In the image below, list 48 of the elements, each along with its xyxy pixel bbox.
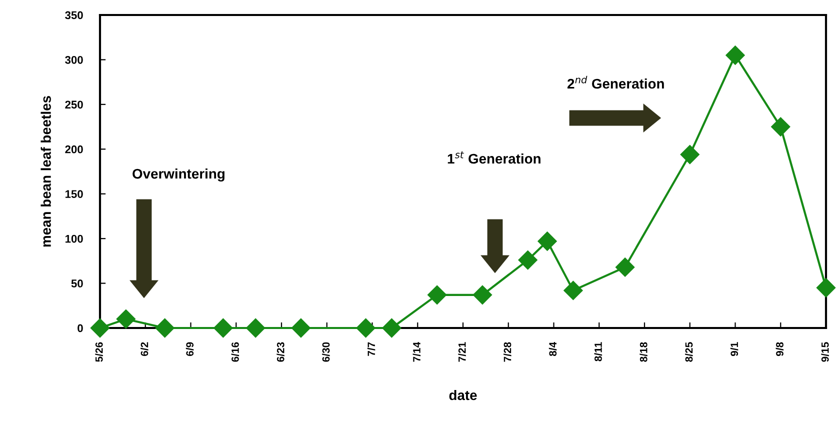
annotation: 2$^{nd}$ Generation (567, 76, 664, 89)
x-tick-label: 6/9 (186, 342, 194, 356)
point (90, 318, 110, 338)
x-tick-label: 8/25 (685, 342, 693, 362)
x-tick-label: 7/21 (458, 342, 466, 362)
point (816, 278, 836, 298)
x-tick-label: 6/30 (322, 342, 330, 362)
y-tick-label: 50 (71, 280, 83, 288)
point (771, 117, 790, 136)
y-tick-label: 0 (78, 324, 83, 332)
annotation: Overwintering (132, 168, 224, 182)
point (680, 144, 700, 164)
point (538, 232, 557, 251)
point (214, 318, 233, 338)
point (382, 318, 402, 338)
x-tick-label: 6/23 (276, 342, 284, 362)
x-axis-title: date (449, 390, 477, 400)
x-tick-label: 7/28 (504, 342, 512, 362)
x-tick-label: 8/18 (640, 342, 648, 362)
y-axis-title: mean bean leaf beetles (40, 96, 51, 247)
point (155, 318, 174, 338)
point (246, 318, 266, 338)
y-tick-label: 250 (65, 100, 83, 109)
y-tick-label: 150 (65, 190, 83, 198)
point (356, 318, 376, 338)
y-tick-label: 350 (65, 11, 83, 20)
point (564, 280, 583, 300)
annotation: 1$^{st}$ Generation (448, 151, 540, 164)
y-tick-label: 200 (65, 145, 83, 154)
x-tick-label: 8/4 (548, 342, 557, 356)
point (428, 285, 447, 304)
point (726, 46, 745, 65)
x-tick-label: 9/15 (821, 342, 829, 362)
x-tick-label: 5/26 (95, 342, 103, 362)
x-tick-label: 7/14 (412, 342, 421, 362)
point (472, 285, 492, 304)
point (616, 258, 635, 277)
point (291, 318, 310, 338)
x-tick-label: 9/1 (730, 342, 738, 356)
x-tick-label: 8/11 (594, 342, 602, 362)
x-tick-label: 7/7 (367, 342, 376, 356)
y-tick-label: 300 (65, 56, 83, 64)
x-tick-label: 6/16 (231, 342, 240, 362)
x-tick-label: 9/8 (776, 342, 784, 356)
x-tick-label: 6/2 (140, 342, 148, 356)
point (116, 310, 136, 329)
y-tick-label: 100 (65, 234, 83, 243)
point (518, 250, 538, 270)
